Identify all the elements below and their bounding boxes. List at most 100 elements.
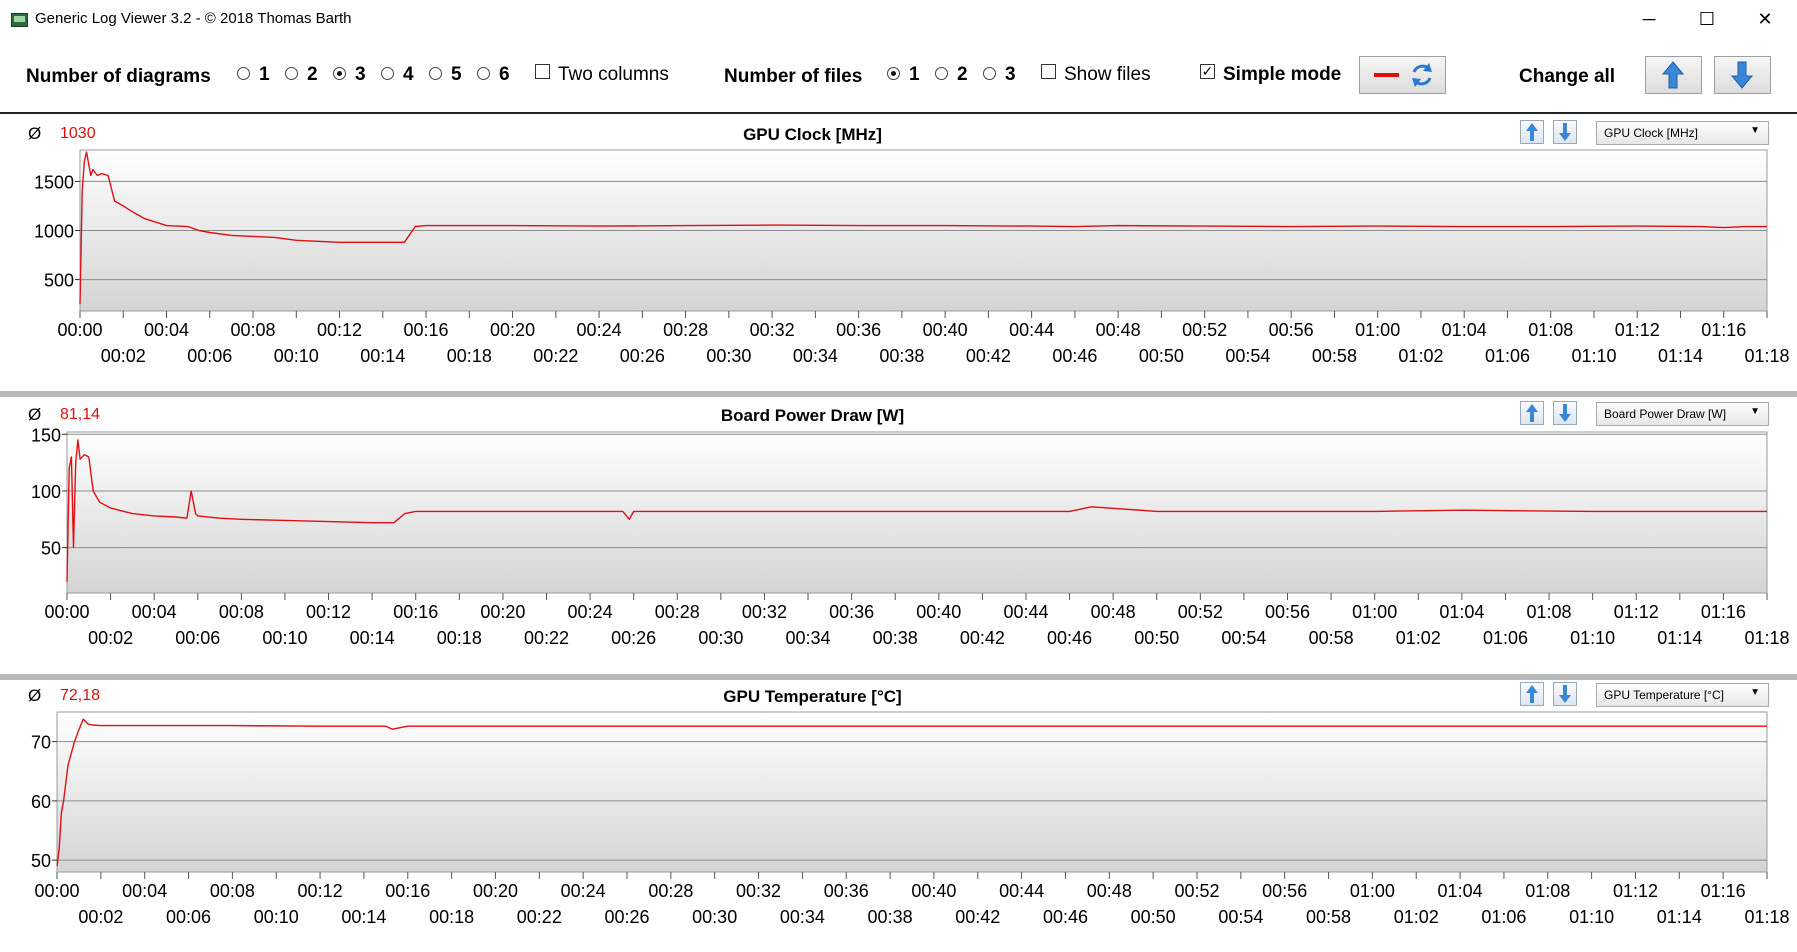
x-tick-label: 00:34 (780, 907, 825, 927)
y-tick-label: 150 (31, 425, 61, 445)
arrow-down-icon (1730, 61, 1754, 89)
x-tick-label: 01:00 (1350, 881, 1395, 901)
y-tick-label: 1000 (34, 222, 74, 242)
diagrams-radio-3[interactable] (333, 67, 346, 80)
y-tick-label: 50 (41, 539, 61, 559)
arrow-down-icon (1559, 123, 1571, 141)
x-tick-label: 01:06 (1485, 346, 1530, 366)
files-radio-1[interactable] (887, 67, 900, 80)
y-tick-label: 500 (44, 271, 74, 291)
x-tick-label: 01:04 (1439, 602, 1484, 622)
diagrams-radio-5[interactable] (429, 67, 442, 80)
show-files-checkbox[interactable] (1041, 64, 1056, 79)
x-tick-label: 00:10 (254, 907, 299, 927)
x-tick-label: 00:12 (298, 881, 343, 901)
diagrams-radio-6[interactable] (477, 67, 490, 80)
x-tick-label: 00:04 (144, 320, 189, 340)
x-tick-label: 00:48 (1096, 320, 1141, 340)
files-radio-label-3: 3 (1005, 64, 1016, 85)
x-tick-label: 00:54 (1221, 628, 1266, 648)
x-tick-label: 00:38 (879, 346, 924, 366)
x-tick-label: 01:16 (1701, 320, 1746, 340)
x-tick-label: 01:12 (1613, 881, 1658, 901)
sensor-select[interactable]: GPU Clock [MHz] ▼ (1596, 121, 1769, 145)
sensor-select[interactable]: GPU Temperature [°C] ▼ (1596, 683, 1769, 707)
move-up-button[interactable] (1520, 682, 1544, 706)
change-all-up-button[interactable] (1645, 56, 1702, 94)
y-tick-label: 70 (31, 733, 51, 753)
x-tick-label: 01:16 (1701, 602, 1746, 622)
x-tick-label: 01:14 (1657, 628, 1702, 648)
x-tick-label: 01:02 (1398, 346, 1443, 366)
title-bar: Generic Log Viewer 3.2 - © 2018 Thomas B… (0, 0, 1797, 38)
x-tick-label: 00:36 (836, 320, 881, 340)
x-tick-label: 00:46 (1047, 628, 1092, 648)
x-tick-label: 00:02 (78, 907, 123, 927)
x-tick-label: 00:38 (873, 628, 918, 648)
x-tick-label: 00:10 (262, 628, 307, 648)
move-down-button[interactable] (1553, 401, 1577, 425)
simple-mode-checkbox[interactable]: ✓ (1200, 63, 1215, 79)
x-tick-label: 00:40 (923, 320, 968, 340)
diagrams-radio-label-3: 3 (355, 64, 366, 85)
files-radio-label-1: 1 (909, 64, 920, 85)
x-tick-label: 00:58 (1309, 628, 1354, 648)
x-tick-label: 01:04 (1438, 881, 1483, 901)
move-up-button[interactable] (1520, 401, 1544, 425)
x-tick-label: 00:28 (655, 602, 700, 622)
x-tick-label: 00:58 (1312, 346, 1357, 366)
x-tick-label: 00:18 (429, 907, 474, 927)
files-count-label: Number of files (724, 66, 863, 87)
window-title: Generic Log Viewer 3.2 - © 2018 Thomas B… (35, 10, 352, 27)
x-tick-label: 01:02 (1394, 907, 1439, 927)
minimize-button[interactable]: ─ (1642, 9, 1656, 29)
x-tick-label: 00:18 (437, 628, 482, 648)
line-swap-icon (1374, 63, 1432, 87)
diagrams-radio-2[interactable] (285, 67, 298, 80)
diagram-panel-1: Ø 1030 GPU Clock [MHz] GPU Clock [MHz] ▼… (0, 114, 1797, 391)
change-all-down-button[interactable] (1714, 56, 1771, 94)
panel-splitter[interactable] (0, 391, 1797, 397)
diagrams-radio-label-1: 1 (259, 64, 270, 85)
diagrams-radio-4[interactable] (381, 67, 394, 80)
x-tick-label: 01:14 (1657, 907, 1702, 927)
x-tick-label: 01:16 (1701, 881, 1746, 901)
average-value: 1030 (60, 125, 96, 142)
two-columns-checkbox[interactable] (535, 64, 550, 79)
x-tick-label: 00:52 (1178, 602, 1223, 622)
x-tick-label: 00:04 (122, 881, 167, 901)
color-swap-button[interactable] (1359, 56, 1446, 94)
sensor-select[interactable]: Board Power Draw [W] ▼ (1596, 402, 1769, 426)
x-tick-label: 01:14 (1658, 346, 1703, 366)
x-tick-label: 00:08 (219, 602, 264, 622)
x-tick-label: 00:26 (611, 628, 656, 648)
diagrams-radio-label-5: 5 (451, 64, 462, 85)
files-radio-2[interactable] (935, 67, 948, 80)
diagrams-radio-label-4: 4 (403, 64, 414, 85)
maximize-button[interactable]: ☐ (1698, 9, 1716, 29)
x-tick-label: 00:46 (1043, 907, 1088, 927)
x-tick-label: 00:30 (698, 628, 743, 648)
move-up-button[interactable] (1520, 120, 1544, 144)
x-tick-label: 00:26 (604, 907, 649, 927)
diagram-panel-3: Ø 72,18 GPU Temperature [°C] GPU Tempera… (0, 680, 1797, 952)
files-radio-3[interactable] (983, 67, 996, 80)
x-tick-label: 00:12 (306, 602, 351, 622)
simple-mode-label: Simple mode (1223, 64, 1342, 85)
x-tick-label: 00:38 (868, 907, 913, 927)
panel-splitter[interactable] (0, 674, 1797, 680)
close-button[interactable]: ✕ (1757, 9, 1773, 29)
series-line (66, 439, 1767, 582)
toolbar-divider (0, 112, 1797, 114)
average-symbol: Ø (28, 124, 42, 143)
x-tick-label: 00:40 (916, 602, 961, 622)
move-down-button[interactable] (1553, 120, 1577, 144)
diagrams-radio-1[interactable] (237, 67, 250, 80)
move-down-button[interactable] (1553, 682, 1577, 706)
two-columns-label: Two columns (558, 64, 669, 85)
arrow-up-icon (1526, 123, 1538, 141)
x-tick-label: 00:44 (1003, 602, 1048, 622)
sensor-select-value: Board Power Draw [W] (1604, 407, 1727, 421)
x-tick-label: 01:10 (1570, 628, 1615, 648)
diagrams-radio-label-6: 6 (499, 64, 510, 85)
